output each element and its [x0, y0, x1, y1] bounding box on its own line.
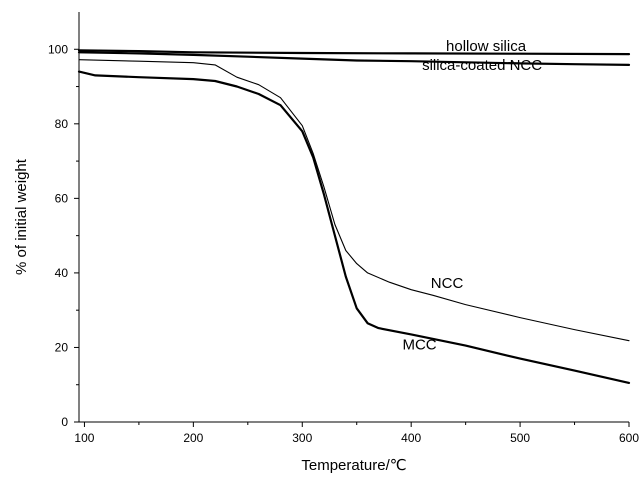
y-tick-label-60: 60: [55, 191, 69, 205]
y-tick-label-0: 0: [61, 415, 68, 429]
series-group: [79, 50, 629, 383]
series-label-hollow-silica: hollow silica: [446, 38, 527, 55]
y-tick-label-80: 80: [55, 117, 69, 131]
x-tick-label-500: 500: [510, 431, 530, 445]
y-tick-label-20: 20: [55, 340, 69, 354]
series-line-mcc: [79, 72, 629, 383]
y-tick-label-100: 100: [48, 42, 68, 56]
x-tick-label-300: 300: [292, 431, 312, 445]
x-tick-label-200: 200: [183, 431, 203, 445]
x-axis-label: Temperature/℃: [301, 457, 406, 474]
series-label-mcc: MCC: [402, 336, 436, 353]
ticks: 100 200 300 400 500 600 0 20 40 60 80 100: [48, 42, 639, 445]
y-tick-label-40: 40: [55, 266, 69, 280]
x-tick-label-100: 100: [74, 431, 94, 445]
x-tick-label-600: 600: [619, 431, 639, 445]
series-label-silica-coated-ncc: silica-coated NCC: [422, 57, 542, 74]
series-label-ncc: NCC: [431, 275, 464, 292]
axes: [79, 12, 629, 422]
x-tick-label-400: 400: [401, 431, 421, 445]
y-axis-label: % of initial weight: [13, 158, 30, 275]
